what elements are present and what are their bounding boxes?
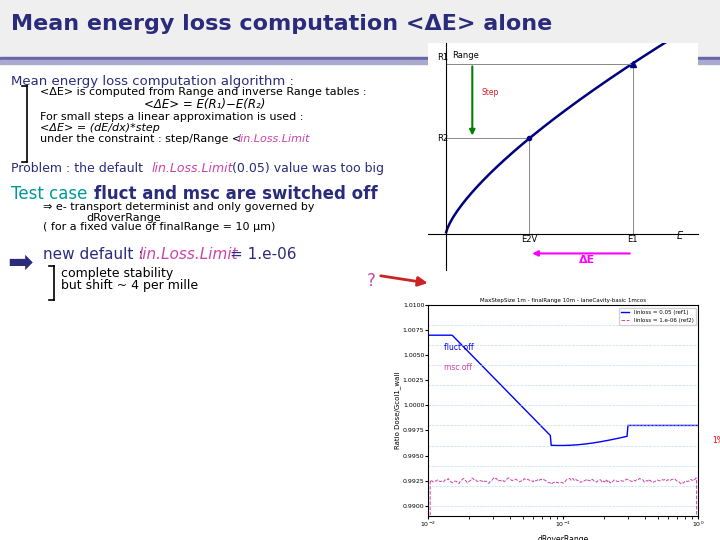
Text: Step: Step	[481, 88, 498, 97]
Text: Range: Range	[453, 51, 480, 60]
linloss = 0.05 (ref1)	[425, 332, 433, 339]
Text: fluct and msc are switched off: fluct and msc are switched off	[94, 185, 377, 202]
Y-axis label: Ratio Dose/Gcol1_wall: Ratio Dose/Gcol1_wall	[395, 372, 401, 449]
linloss = 1.e-06 (ref2)	[505, 475, 513, 481]
Text: 1%: 1%	[712, 436, 720, 445]
Text: but shift ~ 4 per mille: but shift ~ 4 per mille	[61, 279, 198, 292]
Text: ΔE: ΔE	[580, 255, 595, 265]
linloss = 0.05 (ref1)	[585, 440, 594, 447]
linloss = 0.05 (ref1)	[424, 332, 433, 339]
Text: = 1.e-06: = 1.e-06	[230, 247, 297, 262]
Text: E: E	[677, 231, 683, 240]
Text: E2V: E2V	[521, 235, 538, 244]
Text: under the constraint : step/Range <: under the constraint : step/Range <	[40, 134, 244, 144]
Text: lin.Loss.Limit: lin.Loss.Limit	[139, 247, 238, 262]
X-axis label: dRoverRange: dRoverRange	[538, 535, 589, 540]
Bar	[0, 60, 720, 64]
Text: new default :: new default :	[43, 247, 148, 262]
linloss = 0.05 (ref1)	[590, 440, 599, 446]
linloss = 1.e-06 (ref2)	[670, 476, 678, 483]
Text: R1: R1	[437, 53, 449, 62]
Text: ⇒ e- transport determinist and only governed by: ⇒ e- transport determinist and only gove…	[43, 202, 315, 213]
Text: <ΔE> = E(R₁)−E(R₂): <ΔE> = E(R₁)−E(R₂)	[144, 98, 266, 111]
linloss = 0.05 (ref1)	[670, 422, 678, 429]
Text: For small steps a linear approximation is used :: For small steps a linear approximation i…	[40, 112, 303, 123]
Text: (0.05) value was too big: (0.05) value was too big	[232, 162, 384, 175]
linloss = 0.05 (ref1)	[652, 422, 661, 429]
linloss = 0.05 (ref1)	[694, 422, 703, 429]
Text: fluct off: fluct off	[444, 343, 474, 352]
Text: <ΔE> = (dE/dx)*step: <ΔE> = (dE/dx)*step	[40, 123, 159, 133]
Text: Problem : the default: Problem : the default	[11, 162, 147, 175]
Line: linloss = 1.e-06 (ref2): linloss = 1.e-06 (ref2)	[428, 478, 698, 540]
Line: linloss = 0.05 (ref1): linloss = 0.05 (ref1)	[428, 335, 698, 445]
Text: ➡: ➡	[7, 248, 32, 278]
Text: complete stability: complete stability	[61, 267, 174, 280]
Text: Test case :: Test case :	[11, 185, 104, 202]
Text: ( for a fixed value of finalRange = 10 μm): ( for a fixed value of finalRange = 10 μ…	[43, 222, 276, 233]
Text: msc off: msc off	[444, 363, 472, 372]
linloss = 1.e-06 (ref2)	[585, 477, 593, 484]
Text: ?: ?	[367, 272, 376, 289]
Text: Mean energy loss computation algorithm :: Mean energy loss computation algorithm :	[11, 75, 294, 87]
linloss = 0.05 (ref1)	[585, 440, 593, 447]
Legend: linloss = 0.05 (ref1), linloss = 1.e-06 (ref2): linloss = 0.05 (ref1), linloss = 1.e-06 …	[618, 308, 696, 325]
Bar	[0, 0, 720, 57]
linloss = 1.e-06 (ref2)	[652, 477, 661, 483]
Title: MaxStepSize 1m - finalRange 10m - laneCavity-basic 1mcos: MaxStepSize 1m - finalRange 10m - laneCa…	[480, 298, 647, 303]
Text: <ΔE> is computed from Range and inverse Range tables :: <ΔE> is computed from Range and inverse …	[40, 87, 366, 98]
linloss = 1.e-06 (ref2)	[585, 477, 594, 484]
Text: Mean energy loss computation <ΔE> alone: Mean energy loss computation <ΔE> alone	[11, 14, 552, 33]
Text: dRoverRange: dRoverRange	[86, 213, 161, 223]
Text: E1: E1	[627, 235, 638, 244]
Text: lin.Loss.Limit: lin.Loss.Limit	[151, 162, 233, 175]
Bar	[0, 57, 720, 60]
Text: lin.Loss.Limit: lin.Loss.Limit	[238, 134, 310, 144]
Text: R2: R2	[437, 134, 449, 143]
linloss = 0.05 (ref1)	[556, 442, 564, 449]
linloss = 1.e-06 (ref2)	[590, 478, 599, 485]
